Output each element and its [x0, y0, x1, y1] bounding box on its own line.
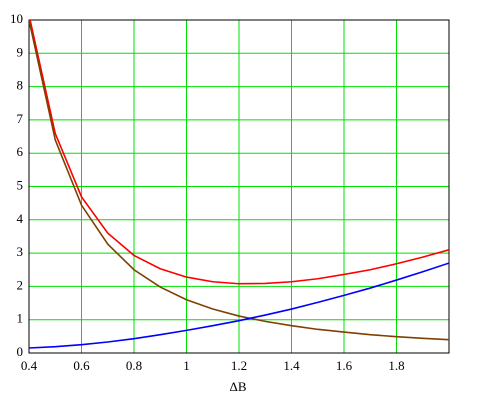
y-tick-label: 9 — [17, 44, 24, 59]
x-tick-label: 1.2 — [231, 358, 247, 373]
x-tick-label: 1.8 — [388, 358, 404, 373]
y-tick-label: 7 — [17, 111, 24, 126]
x-tick-label: 0.8 — [126, 358, 142, 373]
plot-frame — [28, 19, 450, 354]
x-tick-label: 0.4 — [21, 358, 38, 373]
plot-area — [29, 20, 449, 349]
x-axis-label: ΔB — [229, 379, 246, 394]
y-tick-label: 0 — [17, 344, 24, 359]
y-tick-label: 5 — [17, 177, 24, 192]
x-tick-label: 1 — [183, 358, 190, 373]
y-tick-label: 3 — [17, 244, 24, 259]
y-tick-label: 8 — [17, 78, 24, 93]
x-tick-label: 1.4 — [283, 358, 300, 373]
y-tick-label: 1 — [17, 311, 24, 326]
series-line — [29, 262, 449, 349]
y-tick-label: 10 — [10, 11, 23, 26]
x-tick-label: 0.6 — [73, 358, 90, 373]
series-line — [29, 20, 449, 341]
y-tick-label: 4 — [17, 211, 24, 226]
y-tick-label: 2 — [17, 277, 24, 292]
y-tick-label: 6 — [17, 144, 24, 159]
x-tick-label: 1.6 — [336, 358, 353, 373]
series-line — [29, 20, 449, 285]
